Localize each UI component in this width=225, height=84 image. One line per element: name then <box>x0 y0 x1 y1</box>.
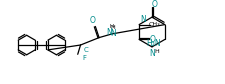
Text: H: H <box>154 49 158 54</box>
Text: H₂N: H₂N <box>146 39 160 48</box>
Text: F: F <box>82 55 86 61</box>
Text: C: C <box>83 47 88 53</box>
Text: H: H <box>110 25 115 30</box>
Text: H: H <box>109 24 113 29</box>
Text: N: N <box>139 15 145 24</box>
Text: N: N <box>110 29 115 38</box>
Text: O: O <box>151 0 157 9</box>
Text: O: O <box>89 16 95 25</box>
Text: N: N <box>148 49 154 58</box>
Text: CH₃: CH₃ <box>148 22 160 27</box>
Text: N: N <box>106 28 112 37</box>
Text: O: O <box>149 35 155 44</box>
